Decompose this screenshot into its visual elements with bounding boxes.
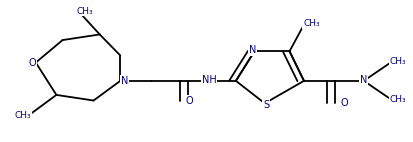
- Text: S: S: [262, 100, 268, 110]
- Text: NH: NH: [201, 75, 216, 85]
- Text: O: O: [185, 96, 192, 106]
- Text: N: N: [359, 75, 367, 85]
- Text: O: O: [28, 58, 36, 68]
- Text: CH₃: CH₃: [302, 19, 319, 28]
- Text: O: O: [339, 98, 347, 108]
- Text: N: N: [248, 45, 256, 55]
- Text: CH₃: CH₃: [14, 111, 31, 121]
- Text: N: N: [121, 76, 128, 86]
- Text: CH₃: CH₃: [389, 95, 406, 104]
- Text: CH₃: CH₃: [389, 57, 406, 66]
- Text: CH₃: CH₃: [77, 7, 93, 16]
